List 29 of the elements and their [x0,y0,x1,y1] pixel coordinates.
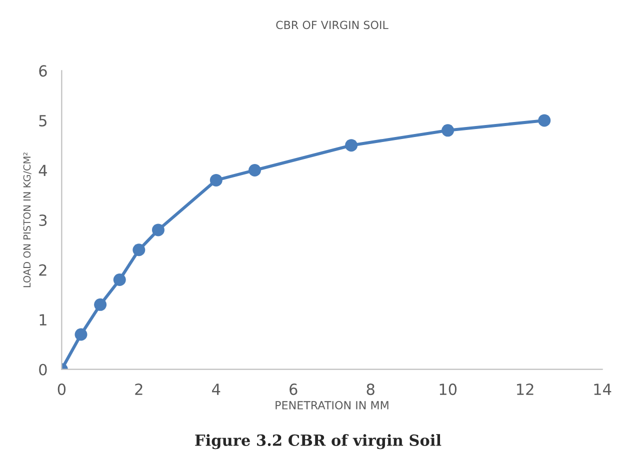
x-tick-label: 10 [440,384,457,396]
point [132,244,146,256]
y-tick-label: 5 [39,115,46,126]
point [248,164,262,176]
chart-title: CBR OF VIRGIN SOIL [276,20,388,30]
y-tick-label: 0 [39,364,47,376]
y-tick-label: 1 [40,314,46,326]
y-tick-label: 3 [39,214,47,226]
y-axis-title: LOAD ON PISTON IN KG/CM² [23,152,32,288]
x-tick-label: 14 [594,384,612,395]
point [210,174,222,186]
y-tick-label: 6 [39,65,47,77]
point [113,274,126,286]
point [538,114,551,127]
point [152,224,164,236]
x-tick-label: 12 [517,384,534,395]
x-tick-label: 8 [366,384,374,396]
x-tick-label: 4 [212,384,220,395]
caption: Figure 3.2 CBR of virgin Soil [195,434,442,450]
x-axis-title: PENETRATION IN MM [276,401,388,410]
point [94,298,107,311]
x-tick-label: 6 [290,384,298,396]
x-tick-label: 2 [135,384,142,395]
point [345,139,358,152]
x-tick-label: 0 [58,384,66,396]
y-tick-label: 2 [39,264,46,276]
y-tick-label: 4 [38,164,47,176]
point [442,124,454,137]
point [74,328,88,341]
